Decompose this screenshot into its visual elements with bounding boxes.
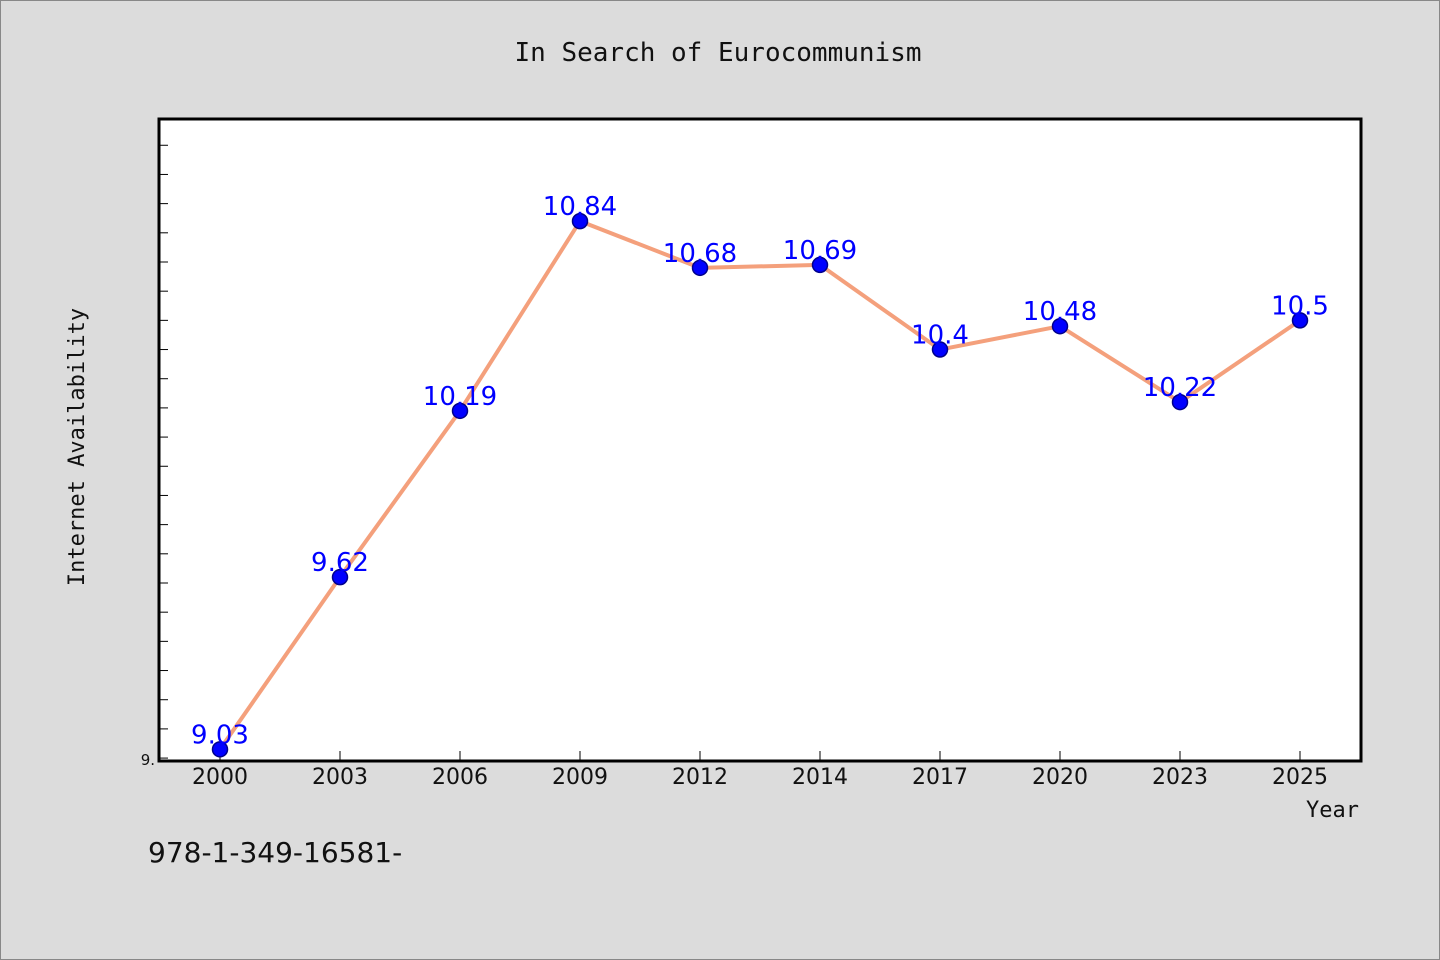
series-line: [218, 219, 1302, 751]
x-tick-label: 2012: [672, 765, 728, 790]
y-axis-ticks: [159, 144, 168, 759]
data-point-marker: [811, 256, 829, 274]
data-point-marker: [331, 568, 349, 586]
chart-title: In Search of Eurocommunism: [515, 38, 922, 68]
data-point-label: 9.03: [191, 720, 249, 750]
data-point-marker: [1291, 312, 1309, 329]
x-tick-label: 2014: [792, 765, 848, 790]
x-tick-label: 2017: [912, 765, 968, 790]
data-point-label: 10.84: [543, 192, 617, 222]
footer-code: 978-1-349-16581-: [148, 836, 403, 869]
data-point-marker: [691, 259, 709, 277]
data-point-label: 10.68: [663, 239, 737, 269]
x-axis-ticks: [219, 751, 1301, 761]
x-tick-label: 2009: [552, 765, 608, 790]
data-point-marker: [211, 741, 229, 758]
data-point-marker: [451, 402, 469, 420]
data-point-label: 10.69: [783, 236, 857, 266]
x-tick-label: 2025: [1272, 765, 1328, 790]
x-tick-label: 2006: [432, 765, 488, 790]
data-point-marker: [571, 212, 589, 230]
data-point-label: 10.19: [423, 382, 497, 412]
data-point-marker: [1051, 317, 1069, 335]
data-labels: 9.03 9.62 10.19 10.84 10.68 10.69 10.4 10.48 10.…: [191, 192, 1329, 750]
data-point-label: 10.5: [1271, 291, 1329, 321]
series-markers: [211, 212, 1309, 758]
data-point-label: 10.4: [911, 321, 969, 351]
x-tick-label: 2003: [312, 765, 368, 790]
plot-area: [157, 117, 1363, 763]
y-axis-title: Internet Availability: [65, 308, 90, 586]
data-point-label: 9.62: [311, 548, 369, 578]
data-point-marker: [1171, 393, 1189, 411]
data-point-marker: [931, 341, 949, 358]
x-axis-title: Year: [1306, 798, 1359, 823]
y-axis-min-label: 9.: [141, 751, 155, 769]
x-axis-tick-labels: 2000 2003 2006 2009 2012 2014 2017 2020 2023 2025: [192, 765, 1328, 790]
x-tick-label: 2023: [1152, 765, 1208, 790]
data-point-label: 10.48: [1023, 297, 1097, 327]
data-point-label: 10.22: [1143, 373, 1217, 403]
x-tick-label: 2000: [192, 765, 248, 790]
x-tick-label: 2020: [1032, 765, 1088, 790]
